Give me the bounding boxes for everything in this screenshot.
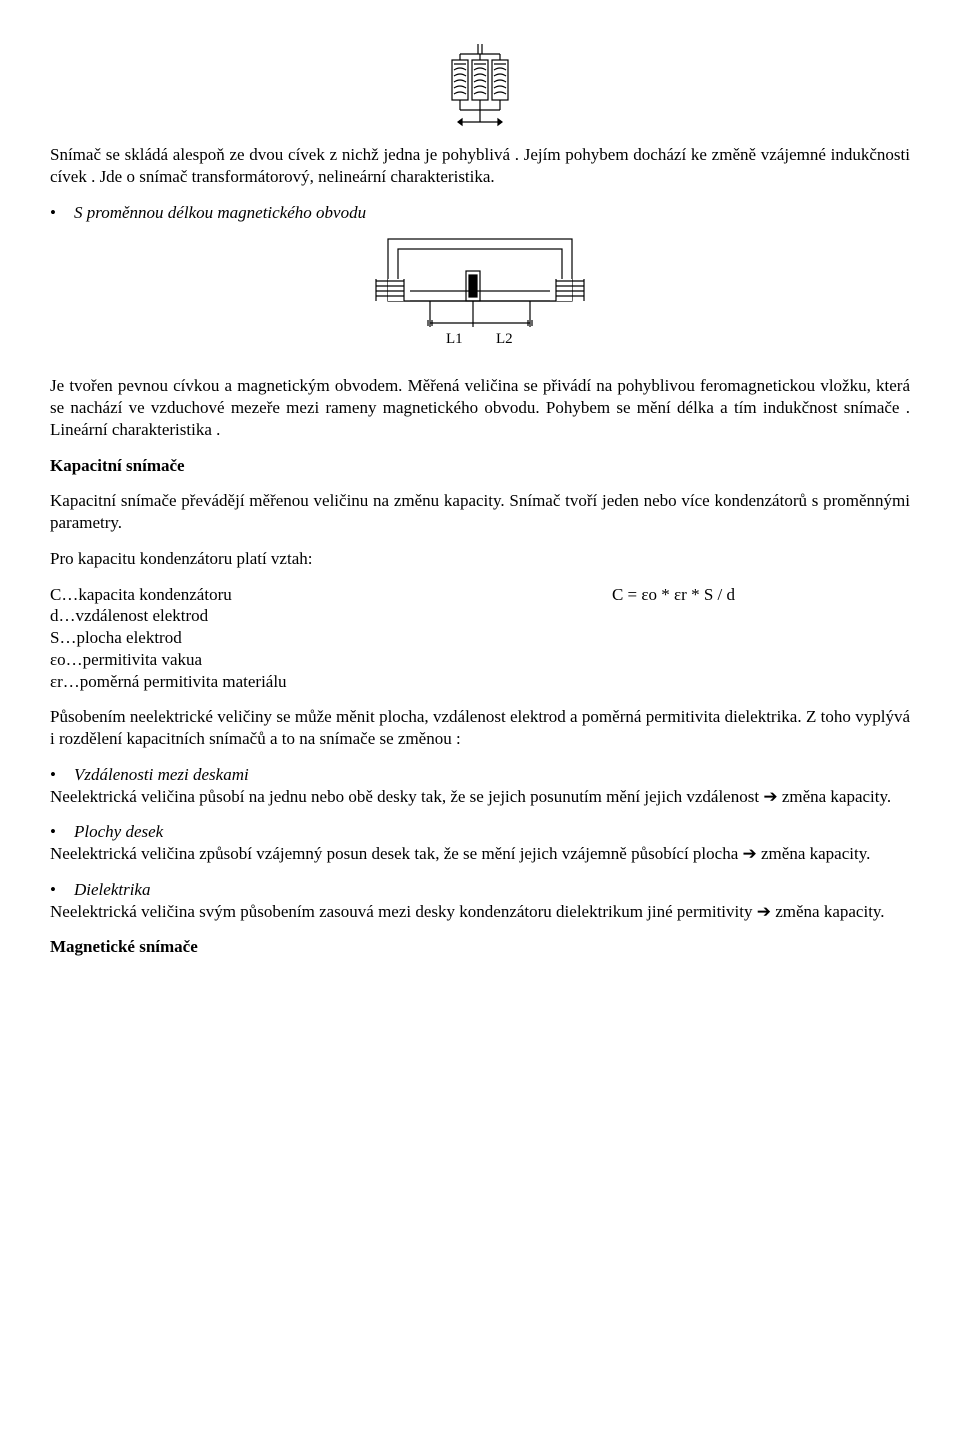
heading-kapacitni: Kapacitní snímače [50,455,910,477]
var-d: d…vzdálenost elektrod [50,605,437,627]
paragraph: Je tvořen pevnou cívkou a magnetickým ob… [50,375,910,440]
bullet-dot-icon: • [50,821,74,843]
text: změna kapacity. [757,844,871,863]
figure-label-l2: L2 [496,331,513,347]
var-er: εr…poměrná permitivita materiálu [50,671,437,693]
paragraph: Neelektrická veličina působí na jednu ne… [50,786,910,808]
paragraph: Neelektrická veličina způsobí vzájemný p… [50,843,910,865]
text: Neelektrická veličina svým působením zas… [50,902,757,921]
arrow-icon: ➔ [743,844,757,863]
paragraph: Působením neelektrické veličiny se může … [50,706,910,750]
bullet-item: • Dielektrika [50,879,910,901]
bullet-text: Plochy desek [74,821,910,843]
bullet-text: Vzdálenosti mezi deskami [74,764,910,786]
figure-magnetic-circuit: L1 L2 [50,231,910,361]
bullet-dot-icon: • [50,879,74,901]
bullet-item: • Plochy desek [50,821,910,843]
text: Neelektrická veličina způsobí vzájemný p… [50,844,743,863]
bullet-item: • S proměnnou délkou magnetického obvodu [50,202,910,224]
paragraph: Pro kapacitu kondenzátoru platí vztah: [50,548,910,570]
var-s: S…plocha elektrod [50,627,437,649]
var-c: C…kapacita kondenzátoru [50,584,437,606]
arrow-icon: ➔ [757,902,771,921]
heading-magneticke: Magnetické snímače [50,936,910,958]
paragraph: Neelektrická veličina svým působením zas… [50,901,910,923]
text: Neelektrická veličina působí na jednu ne… [50,787,763,806]
arrow-icon: ➔ [763,787,777,806]
bullet-dot-icon: • [50,202,74,224]
text: změna kapacity. [771,902,885,921]
text: změna kapacity. [778,787,892,806]
bullet-item: • Vzdálenosti mezi deskami [50,764,910,786]
formula-block: C…kapacita kondenzátoru d…vzdálenost ele… [50,584,910,693]
bullet-text: Dielektrika [74,879,910,901]
paragraph: Snímač se skládá alespoň ze dvou cívek z… [50,144,910,188]
figure-coils [50,44,910,130]
paragraph: Kapacitní snímače převádějí měřenou veli… [50,490,910,534]
bullet-text: S proměnnou délkou magnetického obvodu [74,202,910,224]
formula: C = εo * εr * S / d [437,584,910,606]
bullet-dot-icon: • [50,764,74,786]
figure-label-l1: L1 [446,331,463,347]
var-eo: εo…permitivita vakua [50,649,437,671]
